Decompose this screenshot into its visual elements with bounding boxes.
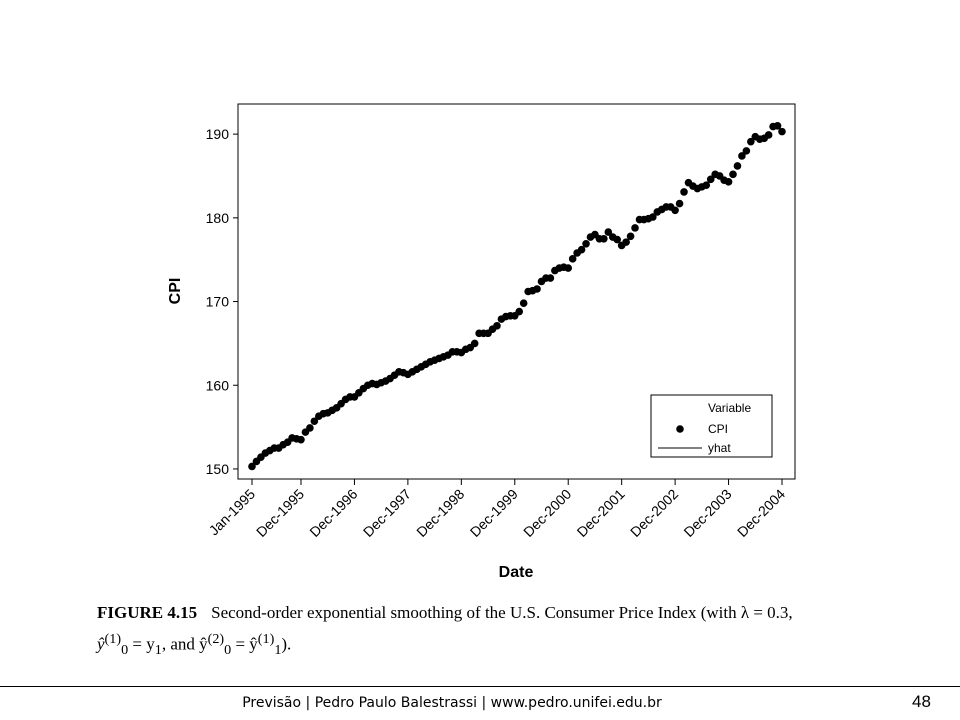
plot-frame: [237, 103, 796, 480]
cpi-point: [764, 131, 773, 139]
x-tick-label-7: Dec-2001: [574, 486, 628, 540]
cpi-point: [724, 178, 733, 186]
sub-1: 1: [154, 642, 162, 659]
cpi-point: [733, 162, 742, 170]
cpi-point: [546, 274, 555, 282]
cpi-point: [706, 175, 715, 184]
cpi-point: [671, 206, 679, 215]
x-axis-title: Date: [499, 564, 534, 581]
x-tick-label-6: Dec-2000: [520, 486, 574, 540]
cpi-point: [248, 462, 256, 471]
x-tick-label-5: Dec-1999: [467, 486, 521, 540]
y-tick-label-3: 180: [206, 210, 230, 226]
y-tick-label-0: 150: [206, 461, 230, 477]
x-tick-label-8: Dec-2002: [627, 486, 681, 540]
sub-1b: 1: [274, 642, 282, 659]
footer-text: Previsão | Pedro Paulo Balestrassi | www…: [242, 695, 662, 711]
cpi-point: [582, 239, 590, 248]
cpi-point: [729, 170, 737, 179]
y-axis: 150 160 170 180 190: [206, 126, 238, 477]
yhat-symbol-1: ŷ: [97, 634, 105, 654]
cpi-point: [519, 299, 528, 308]
caption-line-1: FIGURE 4.15 Second-order exponential smoo…: [97, 600, 897, 626]
and-text: , and ŷ: [161, 634, 208, 654]
cpi-point: [702, 181, 711, 189]
cpi-point: [568, 255, 577, 263]
page-number: 48: [912, 692, 931, 711]
sup-2: (2): [207, 631, 225, 647]
cpi-point: [515, 307, 524, 316]
cpi-point: [631, 224, 639, 232]
x-tick-label-0: Jan-1995: [206, 486, 259, 539]
cpi-point: [613, 235, 622, 244]
x-tick-label-2: Dec-1996: [306, 486, 360, 540]
caption-text-1: Second-order exponential smoothing of th…: [211, 603, 793, 622]
legend-box: [650, 394, 773, 458]
cpi-point: [493, 322, 501, 330]
sup-1: (1): [104, 631, 122, 647]
legend: Variable CPI yhat: [650, 394, 773, 458]
cpi-point: [675, 199, 684, 208]
x-tick-label-1: Dec-1995: [253, 486, 307, 540]
cpi-point: [470, 339, 479, 348]
legend-cpi-label: CPI: [708, 422, 728, 436]
cpi-point: [306, 424, 314, 432]
eq-2: = ŷ: [231, 634, 258, 654]
cpi-point: [680, 188, 688, 196]
cpi-point: [742, 147, 751, 155]
cpi-point: [649, 213, 657, 221]
y-tick-label-4: 190: [206, 126, 230, 142]
cpi-point: [747, 137, 755, 146]
cpi-point: [577, 245, 586, 254]
cpi-point: [604, 228, 613, 236]
cpi-point: [738, 152, 746, 160]
footer-divider: [0, 686, 960, 687]
eq-1: = y: [128, 634, 155, 654]
cpi-point: [773, 121, 782, 130]
legend-title: Variable: [708, 401, 751, 415]
figure-caption: FIGURE 4.15 Second-order exponential smoo…: [97, 600, 897, 663]
legend-cpi-marker: [676, 425, 684, 433]
cpi-point: [533, 285, 541, 293]
sub-0b: 0: [224, 642, 232, 659]
figure-label: FIGURE 4.15: [97, 603, 198, 622]
x-tick-label-4: Dec-1998: [413, 486, 467, 540]
x-tick-label-10: Dec-2004: [734, 486, 788, 540]
y-tick-label-1: 160: [206, 377, 230, 393]
caption-line-2: ŷ(1)0 = y1, and ŷ(2)0 = ŷ(1)1).: [97, 626, 897, 663]
caption-close: ).: [281, 634, 292, 654]
cpi-point: [297, 435, 305, 444]
cpi-point: [622, 238, 630, 246]
cpi-point: [778, 127, 786, 136]
cpi-points: [248, 121, 786, 471]
y-tick-label-2: 170: [206, 294, 230, 310]
legend-yhat-label: yhat: [708, 441, 731, 455]
cpi-point: [600, 234, 608, 243]
cpi-point: [310, 417, 319, 426]
sup-1b: (1): [257, 631, 275, 647]
x-tick-label-3: Dec-1997: [360, 486, 414, 540]
sub-0: 0: [121, 642, 129, 659]
y-axis-title: CPI: [167, 278, 184, 305]
x-tick-label-9: Dec-2003: [680, 486, 734, 540]
cpi-point: [626, 232, 635, 241]
cpi-point: [564, 264, 573, 272]
